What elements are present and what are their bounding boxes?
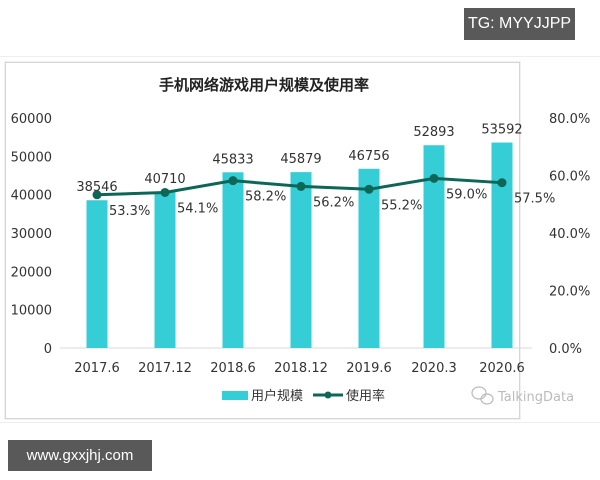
bar-series-user-scale: 38546 40710 45833 45879 46756 52893 53592 (76, 123, 523, 348)
line-value-label: 54.1% (177, 201, 218, 216)
line-value-label: 55.2% (381, 198, 422, 213)
left-axis-tick: 30000 (11, 227, 52, 242)
line-value-label: 56.2% (313, 195, 354, 210)
line-value-label: 57.5% (514, 192, 555, 207)
x-axis-tick: 2019.6 (346, 361, 392, 376)
left-axis-tick: 40000 (11, 189, 52, 204)
right-axis-tick: 20.0% (549, 285, 590, 300)
right-axis-tick: 40.0% (549, 227, 590, 242)
line-value-label: 58.2% (245, 190, 286, 205)
site-watermark-badge: www.gxxjhj.com (8, 440, 152, 471)
left-axis-tick: 0 (44, 342, 52, 357)
top-divider (0, 56, 600, 57)
bar (154, 191, 176, 348)
right-y-axis: 0.0% 20.0% 40.0% 60.0% 80.0% (549, 112, 590, 357)
chart-legend: 用户规模 使用率 (222, 388, 385, 404)
bar (358, 168, 380, 348)
right-axis-tick: 80.0% (549, 112, 590, 127)
chart-title: 手机网络游戏用户规模及使用率 (158, 76, 369, 94)
right-axis-tick: 0.0% (549, 342, 582, 357)
bottom-divider (0, 422, 600, 423)
bar-value-label: 40710 (144, 172, 185, 187)
line-value-label: 53.3% (109, 204, 150, 219)
bar (222, 172, 244, 348)
line-marker (497, 178, 507, 188)
left-axis-tick: 20000 (11, 265, 52, 280)
line-marker (228, 176, 238, 186)
bar (491, 142, 513, 348)
bar-value-label: 45879 (280, 152, 321, 167)
x-axis-tick: 2020.3 (411, 361, 457, 376)
right-axis-tick: 60.0% (549, 170, 590, 185)
bar-value-label: 46756 (348, 149, 389, 164)
line-marker (160, 187, 170, 197)
x-axis-tick: 2017.12 (138, 361, 192, 376)
line-marker (296, 181, 306, 191)
watermark-text: TalkingData (497, 390, 574, 405)
talkingdata-watermark: TalkingData (471, 386, 574, 405)
line-marker (364, 184, 374, 194)
line-series-usage-rate: 53.3% 54.1% 58.2% 56.2% 55.2% 59.0% 57.5% (92, 173, 555, 219)
line-marker (429, 173, 439, 183)
legend-label-user-scale: 用户规模 (251, 388, 303, 404)
line-value-label: 59.0% (446, 187, 487, 202)
x-axis-labels: 2017.6 2017.12 2018.6 2018.12 2019.6 2020.3 20… (74, 361, 525, 376)
bar (423, 145, 445, 348)
wechat-icon (471, 386, 494, 405)
x-axis-tick: 2018.12 (274, 361, 328, 376)
line-marker (92, 190, 102, 200)
tg-watermark-badge: TG: MYYJJPP (464, 8, 575, 40)
bar-value-label: 38546 (76, 180, 117, 195)
bar (290, 172, 312, 348)
legend-label-usage-rate: 使用率 (346, 388, 385, 404)
bar-value-label: 53592 (481, 123, 522, 138)
x-axis-tick: 2018.6 (210, 361, 256, 376)
bar-value-label: 45833 (212, 152, 253, 167)
left-axis-tick: 50000 (11, 150, 52, 165)
left-axis-tick: 60000 (11, 112, 52, 127)
x-axis-tick: 2017.6 (74, 361, 120, 376)
x-axis-tick: 2020.6 (479, 361, 525, 376)
legend-line-marker (324, 391, 332, 399)
bar (86, 200, 108, 348)
bar-value-label: 52893 (413, 125, 454, 140)
left-axis-tick: 10000 (11, 304, 52, 319)
left-y-axis: 0 10000 20000 30000 40000 50000 60000 (11, 112, 52, 357)
legend-bar-swatch (222, 391, 248, 400)
